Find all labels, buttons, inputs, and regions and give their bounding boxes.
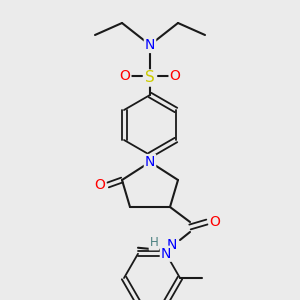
Text: O: O: [94, 178, 105, 192]
Text: O: O: [120, 69, 130, 83]
Text: H: H: [150, 236, 158, 250]
Text: O: O: [210, 215, 220, 229]
Text: O: O: [169, 69, 180, 83]
Text: N: N: [145, 155, 155, 169]
Text: S: S: [145, 70, 155, 86]
Text: N: N: [167, 238, 177, 252]
Text: N: N: [161, 247, 171, 261]
Text: N: N: [145, 38, 155, 52]
